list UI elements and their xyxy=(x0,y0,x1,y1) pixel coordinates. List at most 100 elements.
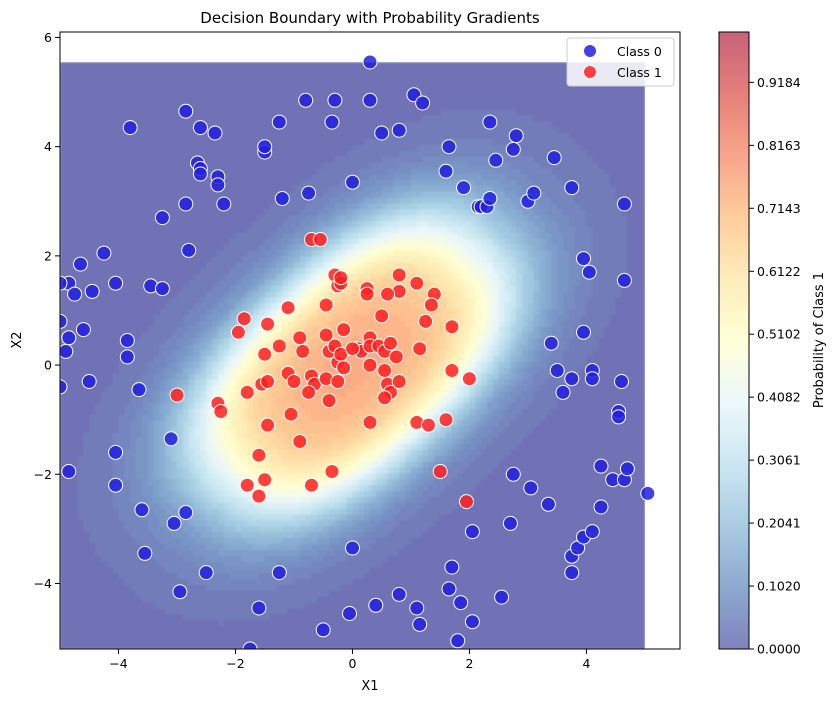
point-class-0 xyxy=(502,515,518,531)
point-class-1 xyxy=(312,232,328,247)
point-class-0 xyxy=(181,242,197,258)
point-class-0 xyxy=(368,597,384,613)
point-class-0 xyxy=(576,324,591,340)
point-class-0 xyxy=(119,349,135,365)
point-class-0 xyxy=(198,565,214,581)
point-class-0 xyxy=(137,545,153,561)
point-class-1 xyxy=(438,412,454,428)
point-class-0 xyxy=(584,524,600,540)
point-class-1 xyxy=(257,472,273,488)
point-class-1 xyxy=(239,384,255,400)
point-class-0 xyxy=(438,163,454,179)
point-class-0 xyxy=(60,275,68,291)
point-class-0 xyxy=(178,103,194,119)
point-class-0 xyxy=(134,502,150,518)
point-class-0 xyxy=(192,166,208,182)
point-class-0 xyxy=(119,333,135,348)
y-tick-label: 2 xyxy=(44,248,52,263)
point-class-0 xyxy=(549,363,565,378)
point-class-1 xyxy=(304,477,319,493)
point-class-0 xyxy=(593,499,609,515)
point-class-1 xyxy=(260,316,276,332)
colorbar-label: Probability of Class 1 xyxy=(812,272,827,408)
point-class-0 xyxy=(301,185,317,201)
point-class-0 xyxy=(391,122,407,138)
point-class-0 xyxy=(494,589,510,605)
point-class-0 xyxy=(192,120,208,136)
point-class-1 xyxy=(239,477,255,493)
y-tick-label: 6 xyxy=(44,30,52,45)
point-class-0 xyxy=(564,371,580,387)
legend-label-class-0: Class 0 xyxy=(617,44,662,59)
point-class-1 xyxy=(260,417,276,433)
point-class-0 xyxy=(611,409,627,425)
colorbar-fill xyxy=(719,32,749,649)
point-class-1 xyxy=(260,374,276,389)
point-class-0 xyxy=(362,92,378,108)
point-class-0 xyxy=(614,374,629,389)
point-class-0 xyxy=(131,382,147,398)
x-tick-label: −2 xyxy=(226,656,244,671)
legend-label-class-1: Class 1 xyxy=(617,65,662,80)
point-class-0 xyxy=(172,584,188,600)
y-axis-label: X2 xyxy=(10,331,25,348)
point-class-1 xyxy=(345,341,360,357)
point-class-0 xyxy=(345,174,360,190)
point-class-0 xyxy=(163,431,179,447)
point-class-1 xyxy=(251,488,267,504)
point-class-0 xyxy=(523,480,539,496)
point-class-0 xyxy=(242,641,258,649)
point-class-0 xyxy=(464,524,480,540)
point-class-1 xyxy=(377,363,393,378)
point-class-0 xyxy=(505,141,521,157)
colorbar-tick-label: 0.0000 xyxy=(757,642,801,657)
point-class-0 xyxy=(108,477,124,493)
point-class-1 xyxy=(251,447,267,463)
point-class-1 xyxy=(421,417,436,433)
point-class-0 xyxy=(216,196,232,212)
point-class-0 xyxy=(441,581,457,597)
point-class-0 xyxy=(564,180,580,196)
colorbar: 0.0000 0.1020 0.2041 0.3061 0.4082 0.5102 0.61… xyxy=(718,31,827,657)
point-class-0 xyxy=(441,139,457,155)
point-class-0 xyxy=(453,595,469,611)
point-class-0 xyxy=(61,330,77,346)
point-class-0 xyxy=(271,565,287,581)
colorbar-tick-label: 0.8163 xyxy=(757,138,801,153)
point-class-0 xyxy=(616,196,632,212)
y-tick-label: −2 xyxy=(34,467,52,482)
point-class-0 xyxy=(450,633,466,649)
point-class-0 xyxy=(73,256,88,272)
point-class-0 xyxy=(482,191,498,206)
point-class-0 xyxy=(555,384,571,400)
point-class-0 xyxy=(324,114,340,130)
point-class-0 xyxy=(482,114,498,130)
colorbar-frame xyxy=(718,31,750,650)
point-class-0 xyxy=(81,374,97,389)
point-class-0 xyxy=(108,444,124,460)
point-class-0 xyxy=(84,283,100,299)
point-class-1 xyxy=(330,374,346,389)
point-class-0 xyxy=(166,515,182,531)
point-class-1 xyxy=(280,300,296,316)
point-class-0 xyxy=(271,114,287,130)
point-class-0 xyxy=(96,245,112,261)
point-class-1 xyxy=(295,343,311,359)
point-class-0 xyxy=(464,614,480,630)
colorbar-ticks: 0.0000 0.1020 0.2041 0.3061 0.4082 0.5102 0.61… xyxy=(749,75,801,657)
point-class-0 xyxy=(456,180,472,196)
point-class-0 xyxy=(75,322,91,338)
point-class-0 xyxy=(67,286,83,302)
point-class-1 xyxy=(283,406,299,422)
point-class-0 xyxy=(210,177,226,193)
point-class-0 xyxy=(257,139,273,155)
x-axis: −4 −2 0 2 4 xyxy=(109,649,590,671)
point-class-1 xyxy=(412,341,428,357)
plot-frame xyxy=(59,31,681,650)
point-class-1 xyxy=(301,384,317,400)
point-class-1 xyxy=(444,363,460,378)
x-axis-label: X1 xyxy=(361,679,378,694)
point-class-1 xyxy=(318,327,334,343)
y-axis: −4 −2 0 2 4 6 xyxy=(34,30,60,591)
point-class-0 xyxy=(543,335,559,351)
